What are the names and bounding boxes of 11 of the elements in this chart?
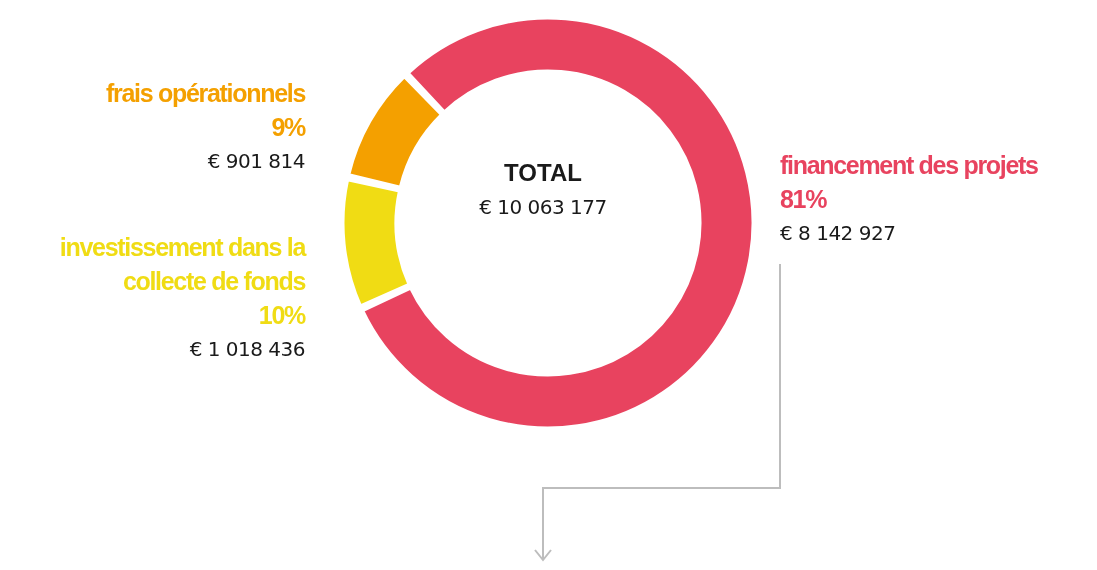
text: 9%	[270, 112, 305, 143]
data-label: € 901 814	[206, 148, 305, 175]
data-label: € 8 142 927	[780, 220, 897, 247]
slice-label: financement des projets	[780, 150, 1039, 181]
text: 81%	[780, 184, 828, 215]
text: 10%	[257, 300, 305, 331]
slice-label: frais opérationnels	[105, 78, 305, 109]
text: € 10 063 177	[478, 194, 608, 221]
text: TOTAL	[503, 158, 583, 188]
data-label: € 1 018 436	[188, 336, 305, 363]
slice-label: investissement dans la collecte de fonds	[58, 232, 305, 297]
